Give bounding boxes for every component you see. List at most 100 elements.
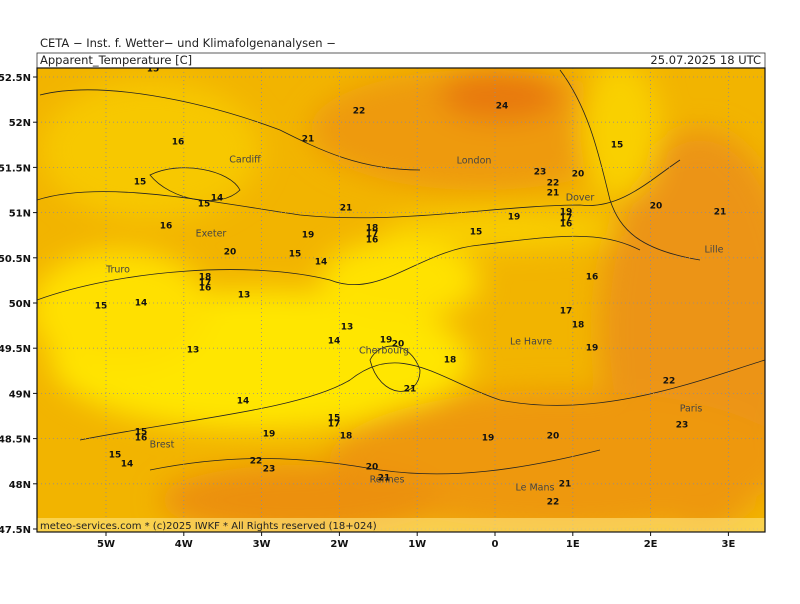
contour-label: 18 bbox=[444, 356, 457, 366]
city-label: London bbox=[457, 156, 492, 167]
contour-label: 15 bbox=[134, 178, 147, 188]
city-label: Lille bbox=[704, 245, 723, 256]
contour-label: 16 bbox=[199, 284, 212, 294]
contour-label: 18 bbox=[340, 432, 353, 442]
contour-label: 14 bbox=[328, 337, 341, 347]
map-frame bbox=[36, 67, 766, 533]
contour-label: 14 bbox=[211, 194, 224, 204]
contour-label: 20 bbox=[224, 248, 237, 258]
contour-label: 23 bbox=[676, 421, 689, 431]
city-label: Le Havre bbox=[510, 337, 552, 348]
contour-label: 14 bbox=[135, 299, 148, 309]
contour-label: 18 bbox=[572, 321, 585, 331]
lon-label: 2E bbox=[644, 539, 658, 550]
lon-label: 5W bbox=[97, 539, 115, 550]
contour-label: 17 bbox=[560, 214, 573, 224]
contour-label: 13 bbox=[341, 323, 354, 333]
city-label: Le Mans bbox=[516, 483, 555, 494]
contour-label: 19 bbox=[380, 336, 393, 346]
contour-label: 16 bbox=[160, 222, 173, 232]
contour-label: 21 bbox=[378, 474, 391, 484]
contour-label: 21 bbox=[559, 480, 572, 490]
contour-label: 15 bbox=[289, 250, 302, 260]
city-label: Exeter bbox=[196, 229, 227, 240]
contour-label: 17 bbox=[366, 230, 379, 240]
contour-label: 23 bbox=[263, 465, 276, 475]
contour-label: 16 bbox=[172, 138, 185, 148]
contour-label: 20 bbox=[650, 202, 663, 212]
contour-label: 22 bbox=[547, 179, 560, 189]
contour-label: 22 bbox=[663, 377, 676, 387]
contour-label: 13 bbox=[238, 291, 251, 301]
contour-label: 16 bbox=[135, 434, 148, 444]
contour-label: 19 bbox=[586, 344, 599, 354]
contour-label: 17 bbox=[328, 420, 341, 430]
contour-label: 15 bbox=[109, 451, 122, 461]
lat-label: 51N bbox=[9, 209, 31, 220]
contour-label: 19 bbox=[263, 430, 276, 440]
parameter: Apparent_Temperature [C] bbox=[40, 53, 192, 67]
contour-label: 15 bbox=[328, 414, 341, 424]
lon-label: 1W bbox=[408, 539, 426, 550]
city-label: Cardiff bbox=[229, 155, 261, 166]
contour-label: 16 bbox=[366, 236, 379, 246]
contour-label: 19 bbox=[482, 434, 495, 444]
contour-label: 19 bbox=[508, 213, 521, 223]
contour-label: 22 bbox=[353, 107, 366, 117]
contour-label: 18 bbox=[199, 273, 212, 283]
valid-time: 25.07.2025 18 UTC bbox=[650, 53, 761, 67]
contour-label: 18 bbox=[366, 224, 379, 234]
contour-label: 22 bbox=[547, 498, 560, 508]
contour-label: 21 bbox=[302, 135, 315, 145]
contour-label: 16 bbox=[586, 273, 599, 283]
lat-label: 48.5N bbox=[0, 435, 31, 446]
contour-label: 16 bbox=[560, 220, 573, 230]
lon-label: 3E bbox=[722, 539, 736, 550]
lon-label: 1E bbox=[566, 539, 580, 550]
city-label: Truro bbox=[105, 265, 130, 276]
contour-label: 17 bbox=[560, 307, 573, 317]
lat-label: 50N bbox=[9, 299, 31, 310]
contour-label: 20 bbox=[547, 432, 560, 442]
lat-label: 52N bbox=[9, 118, 31, 129]
contour-label: 15 bbox=[611, 141, 624, 151]
graticule bbox=[37, 68, 765, 532]
contour-label: 21 bbox=[340, 204, 353, 214]
city-label: Brest bbox=[150, 440, 175, 451]
lat-label: 50.5N bbox=[0, 254, 31, 265]
city-label: Dover bbox=[566, 193, 595, 204]
lon-label: 0 bbox=[492, 539, 499, 550]
lon-label: 4W bbox=[175, 539, 193, 550]
contour-label: 21 bbox=[714, 208, 727, 218]
contour-label: 14 bbox=[121, 460, 134, 470]
city-label: Paris bbox=[680, 404, 703, 415]
contour-label: 15 bbox=[147, 65, 160, 75]
lat-label: 52.5N bbox=[0, 73, 31, 84]
lat-label: 47.5N bbox=[0, 525, 31, 536]
contour-label: 15 bbox=[135, 428, 148, 438]
lon-label: 2W bbox=[330, 539, 348, 550]
footer-band bbox=[37, 518, 765, 532]
contour-label: 15 bbox=[198, 200, 211, 210]
contour-label: 14 bbox=[237, 397, 250, 407]
contour-label: 20 bbox=[572, 170, 585, 180]
map-field: Cardiff London Dover Exeter Truro Lille Le Hav… bbox=[37, 65, 765, 532]
footer: meteo-services.com * (c)2025 IWKF * All … bbox=[40, 521, 377, 532]
contour-label: 14 bbox=[315, 258, 328, 268]
city-label: Rennes bbox=[370, 475, 405, 486]
contour-label: 21 bbox=[547, 189, 560, 199]
contour-label: 21 bbox=[404, 385, 417, 395]
lat-label: 49N bbox=[9, 389, 31, 400]
contour-label: 20 bbox=[366, 463, 379, 473]
contour-label: 24 bbox=[496, 102, 509, 112]
city-label: Cherbourg bbox=[359, 346, 409, 357]
contour-label: 20 bbox=[392, 340, 405, 350]
contour-label: 22 bbox=[250, 457, 263, 467]
contour-label: 15 bbox=[470, 228, 483, 238]
contour-label: 19 bbox=[560, 208, 573, 218]
lon-label: 3W bbox=[253, 539, 271, 550]
lat-label: 49.5N bbox=[0, 344, 31, 355]
contour-label: 19 bbox=[302, 231, 315, 241]
